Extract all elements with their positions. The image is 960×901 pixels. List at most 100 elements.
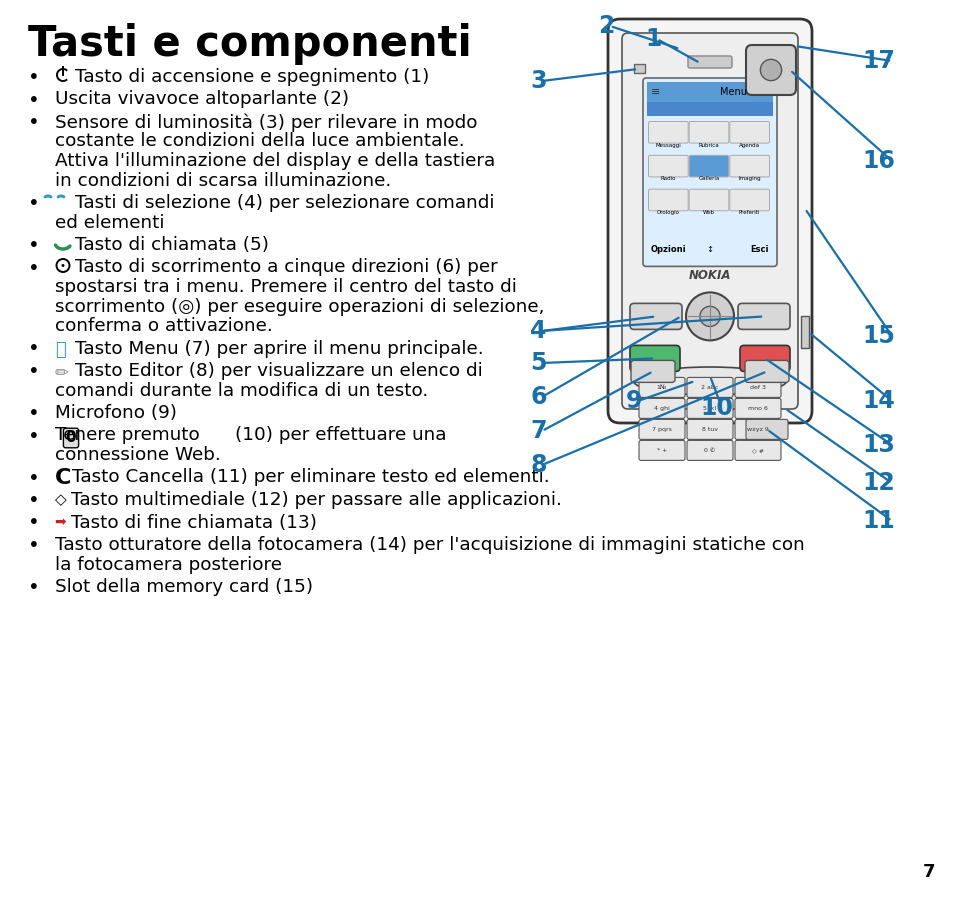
Text: 15: 15 xyxy=(862,324,895,348)
Text: ed elementi: ed elementi xyxy=(55,214,164,232)
Text: 5 jkl: 5 jkl xyxy=(704,405,716,411)
Text: 2 abc: 2 abc xyxy=(702,385,719,390)
Text: •: • xyxy=(28,236,39,255)
FancyBboxPatch shape xyxy=(687,419,733,440)
Text: •: • xyxy=(28,340,39,359)
Text: wxyz 9: wxyz 9 xyxy=(747,427,769,432)
FancyBboxPatch shape xyxy=(630,304,682,330)
Text: •: • xyxy=(28,426,39,445)
Text: 8: 8 xyxy=(530,453,546,477)
FancyBboxPatch shape xyxy=(608,19,812,423)
Text: in condizioni di scarsa illuminazione.: in condizioni di scarsa illuminazione. xyxy=(55,171,392,189)
Text: conferma o attivazione.: conferma o attivazione. xyxy=(55,317,273,335)
Text: Tasto otturatore della fotocamera (14) per l'acquisizione di immagini statiche c: Tasto otturatore della fotocamera (14) p… xyxy=(55,536,804,554)
Text: Opzioni: Opzioni xyxy=(651,245,686,254)
Text: 1: 1 xyxy=(645,27,661,51)
FancyBboxPatch shape xyxy=(745,360,789,382)
Text: Menu: Menu xyxy=(720,87,747,97)
FancyBboxPatch shape xyxy=(649,189,688,211)
FancyBboxPatch shape xyxy=(649,155,688,177)
Bar xyxy=(634,64,645,73)
Text: •: • xyxy=(28,362,39,381)
Circle shape xyxy=(700,306,720,326)
Bar xyxy=(647,82,773,102)
Text: ➡: ➡ xyxy=(54,514,65,529)
Text: 7 pqrs: 7 pqrs xyxy=(652,427,672,432)
Text: 13: 13 xyxy=(862,433,895,457)
Text: Tasto di scorrimento a cinque direzioni (6) per: Tasto di scorrimento a cinque direzioni … xyxy=(75,259,497,277)
Text: Orologio: Orologio xyxy=(657,210,680,215)
Circle shape xyxy=(686,293,734,341)
Text: Rubrica: Rubrica xyxy=(699,142,719,148)
FancyBboxPatch shape xyxy=(639,419,685,440)
FancyBboxPatch shape xyxy=(746,45,796,95)
Bar xyxy=(801,316,809,349)
Text: •: • xyxy=(28,404,39,423)
Bar xyxy=(647,102,773,116)
FancyBboxPatch shape xyxy=(730,155,770,177)
Text: ↕: ↕ xyxy=(707,245,713,254)
FancyBboxPatch shape xyxy=(687,398,733,418)
Ellipse shape xyxy=(634,367,786,395)
Text: 1№: 1№ xyxy=(657,385,667,390)
Text: Microfono (9): Microfono (9) xyxy=(55,404,177,422)
Text: 11: 11 xyxy=(862,509,895,533)
Text: Tenere premuto      (10) per effettuare una: Tenere premuto (10) per effettuare una xyxy=(55,426,446,444)
Text: 16: 16 xyxy=(862,149,895,173)
Text: Radio: Radio xyxy=(660,177,676,181)
Text: Agenda: Agenda xyxy=(739,142,760,148)
Text: 10: 10 xyxy=(700,396,732,420)
Text: Tasto Editor (8) per visualizzare un elenco di: Tasto Editor (8) per visualizzare un ele… xyxy=(75,362,483,380)
Text: Messaggi: Messaggi xyxy=(656,142,682,148)
Text: Attiva l'illuminazione del display e della tastiera: Attiva l'illuminazione del display e del… xyxy=(55,152,495,170)
Text: 8 tuv: 8 tuv xyxy=(702,427,718,432)
Text: ◇ #: ◇ # xyxy=(752,448,764,453)
Text: 17: 17 xyxy=(862,49,895,73)
FancyBboxPatch shape xyxy=(730,189,770,211)
Text: Preferiti: Preferiti xyxy=(739,210,760,215)
Text: Tasto di accensione e spegnimento (1): Tasto di accensione e spegnimento (1) xyxy=(75,68,429,86)
Text: NOKIA: NOKIA xyxy=(688,268,732,282)
Text: 7: 7 xyxy=(530,419,546,443)
FancyBboxPatch shape xyxy=(746,419,788,440)
FancyBboxPatch shape xyxy=(639,398,685,418)
FancyBboxPatch shape xyxy=(688,56,732,68)
Text: mno 6: mno 6 xyxy=(748,405,768,411)
Text: •: • xyxy=(28,578,39,597)
Text: Web: Web xyxy=(703,210,715,215)
Text: •: • xyxy=(28,90,39,110)
Text: def 3: def 3 xyxy=(750,385,766,390)
FancyBboxPatch shape xyxy=(689,155,729,177)
Text: Sensore di luminosità (3) per rilevare in modo: Sensore di luminosità (3) per rilevare i… xyxy=(55,113,477,132)
Text: Slot della memory card (15): Slot della memory card (15) xyxy=(55,578,313,596)
FancyBboxPatch shape xyxy=(689,122,729,143)
Text: ◇: ◇ xyxy=(55,492,67,507)
Text: Tasto di chiamata (5): Tasto di chiamata (5) xyxy=(75,236,269,254)
Text: ≡: ≡ xyxy=(651,87,660,97)
Text: C: C xyxy=(55,469,71,488)
Text: •: • xyxy=(28,536,39,555)
Text: Esci: Esci xyxy=(751,245,769,254)
Text: ✏: ✏ xyxy=(55,363,69,381)
Text: Tasti e componenti: Tasti e componenti xyxy=(28,23,471,65)
Text: 5: 5 xyxy=(530,351,546,375)
FancyBboxPatch shape xyxy=(735,378,781,397)
Text: 4 ghi: 4 ghi xyxy=(654,405,670,411)
Text: la fotocamera posteriore: la fotocamera posteriore xyxy=(55,556,282,574)
Text: •: • xyxy=(28,491,39,510)
Text: comandi durante la modifica di un testo.: comandi durante la modifica di un testo. xyxy=(55,381,428,399)
Text: 0: 0 xyxy=(65,431,76,445)
Text: •: • xyxy=(28,514,39,532)
Text: 9: 9 xyxy=(626,389,642,413)
Circle shape xyxy=(61,264,64,267)
FancyBboxPatch shape xyxy=(649,122,688,143)
FancyBboxPatch shape xyxy=(730,122,770,143)
FancyBboxPatch shape xyxy=(639,378,685,397)
FancyBboxPatch shape xyxy=(687,441,733,460)
Text: Imaging: Imaging xyxy=(738,177,761,181)
Text: 0 ✆: 0 ✆ xyxy=(705,448,715,453)
FancyBboxPatch shape xyxy=(639,441,685,460)
Text: Ⓜ: Ⓜ xyxy=(55,341,65,359)
FancyBboxPatch shape xyxy=(738,304,790,330)
Text: * +: * + xyxy=(657,448,667,453)
